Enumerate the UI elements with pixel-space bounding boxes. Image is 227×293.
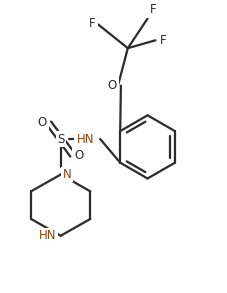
Text: HN: HN — [39, 229, 57, 242]
Text: F: F — [150, 3, 156, 16]
Text: N: N — [63, 168, 72, 181]
Text: O: O — [74, 149, 84, 162]
Text: O: O — [38, 116, 47, 129]
Text: O: O — [108, 79, 117, 92]
Text: F: F — [89, 17, 95, 30]
Text: S: S — [57, 132, 64, 146]
Text: HN: HN — [77, 132, 94, 146]
Text: F: F — [159, 34, 166, 47]
